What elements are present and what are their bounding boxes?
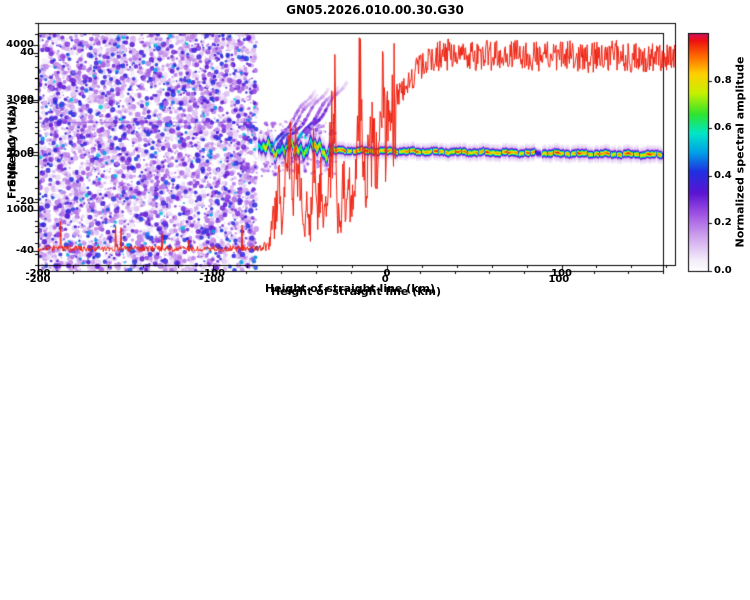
snr-x-axis-label: Height of straight line (km)	[270, 285, 442, 298]
spectrogram-y-tick-label: -40	[15, 245, 34, 257]
snr-y-tick-label: 2000	[6, 149, 34, 160]
colorbar-tick-label: 0.4	[714, 169, 732, 181]
colorbar-tick-label: 0.6	[714, 122, 732, 134]
snr-y-tick-label: 1000	[6, 204, 34, 215]
spectrogram-y-tick-label: -20	[15, 195, 34, 207]
spectrogram-x-tick-label: -100	[199, 274, 225, 285]
colorbar-tick-label: 0.2	[714, 217, 732, 229]
spectrogram-y-tick-label: 20	[20, 96, 34, 108]
snr-canvas	[0, 0, 750, 300]
spectrogram-y-tick-label: 0	[27, 146, 34, 157]
spectrogram-x-axis-label: Height of straight line (km)	[264, 282, 436, 295]
colorbar-tick-label: 0.0	[714, 265, 732, 276]
snr-y-tick-label: 4000	[6, 39, 34, 50]
spectrogram-x-tick-label: 0	[381, 274, 389, 285]
snr-y-tick-label: 3000	[6, 94, 34, 105]
snr-y-axis-label: SNR (10 * v/v)	[5, 100, 19, 188]
snr-x-tick-label: 100	[551, 268, 572, 279]
snr-x-tick-label: -200	[25, 268, 51, 279]
spectrogram-x-tick-label: -200	[25, 274, 51, 285]
snr-x-tick-label: 0	[383, 268, 391, 279]
snr-panel: SNR (10 * v/v) Height of straight line (…	[0, 0, 750, 300]
spectrogram-y-tick-label: 40	[20, 46, 34, 58]
snr-x-tick-label: -100	[200, 268, 226, 279]
colorbar-tick-label: 0.8	[714, 74, 732, 86]
figure-title: GN05.2026.010.00.30.G30	[286, 3, 464, 17]
colorbar-label: Normalized spectral amplitude	[733, 56, 747, 248]
spectrogram-x-tick-label: 100	[548, 274, 570, 285]
